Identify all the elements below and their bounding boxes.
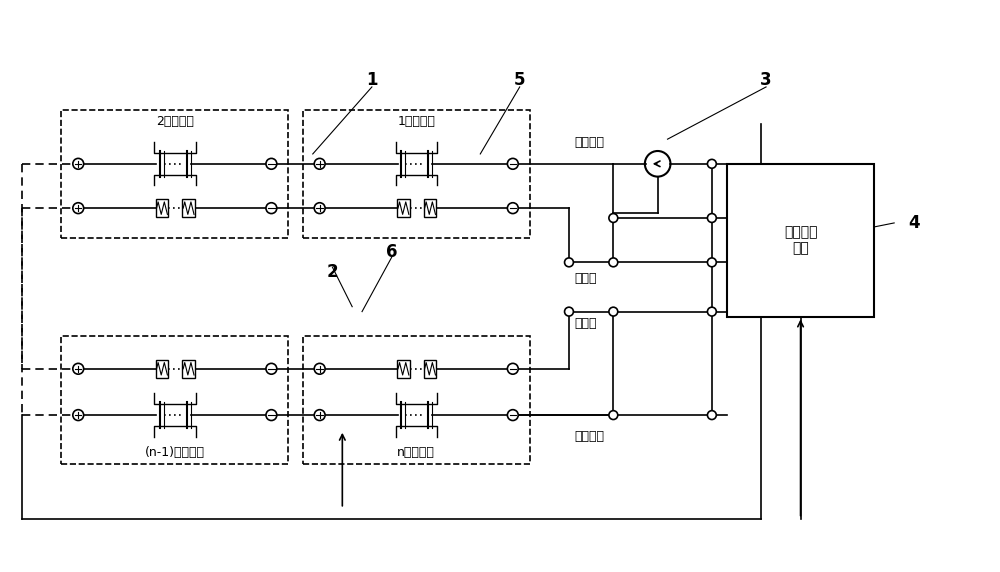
Text: 3: 3 bbox=[760, 71, 772, 89]
Text: 电池总正: 电池总正 bbox=[574, 136, 604, 149]
Text: (n-1)号电池筱: (n-1)号电池筱 bbox=[145, 446, 205, 459]
Circle shape bbox=[565, 307, 573, 316]
Circle shape bbox=[507, 363, 518, 374]
Circle shape bbox=[73, 363, 84, 374]
Circle shape bbox=[314, 410, 325, 420]
Bar bbox=[182, 199, 195, 217]
Bar bbox=[424, 360, 436, 378]
Circle shape bbox=[507, 410, 518, 420]
Bar bbox=[727, 164, 874, 316]
Bar bbox=[182, 360, 195, 378]
Circle shape bbox=[73, 158, 84, 169]
Text: 加热正: 加热正 bbox=[574, 272, 596, 285]
Bar bbox=[397, 360, 410, 378]
Text: 1号电池筱: 1号电池筱 bbox=[397, 114, 435, 128]
Circle shape bbox=[609, 213, 618, 223]
Text: n号电池筱: n号电池筱 bbox=[397, 446, 435, 459]
Circle shape bbox=[314, 363, 325, 374]
Text: 电池总负: 电池总负 bbox=[574, 430, 604, 443]
Circle shape bbox=[266, 158, 277, 169]
Bar bbox=[156, 199, 168, 217]
Bar bbox=[397, 199, 410, 217]
Circle shape bbox=[707, 213, 716, 223]
Circle shape bbox=[609, 258, 618, 267]
Text: 4: 4 bbox=[908, 214, 920, 232]
Circle shape bbox=[266, 410, 277, 420]
Circle shape bbox=[707, 411, 716, 419]
Circle shape bbox=[73, 202, 84, 213]
Circle shape bbox=[266, 202, 277, 213]
Text: 2号电池筱: 2号电池筱 bbox=[156, 114, 194, 128]
Circle shape bbox=[707, 307, 716, 316]
Circle shape bbox=[707, 258, 716, 267]
Circle shape bbox=[507, 202, 518, 213]
Text: 5: 5 bbox=[514, 71, 525, 89]
Text: 6: 6 bbox=[386, 244, 397, 261]
Circle shape bbox=[314, 158, 325, 169]
Text: 2: 2 bbox=[327, 263, 338, 281]
Circle shape bbox=[609, 307, 618, 316]
Circle shape bbox=[507, 158, 518, 169]
Text: 电池管理
模块: 电池管理 模块 bbox=[784, 225, 817, 255]
Bar bbox=[424, 199, 436, 217]
Circle shape bbox=[565, 258, 573, 267]
Bar bbox=[156, 360, 168, 378]
Circle shape bbox=[73, 410, 84, 420]
Circle shape bbox=[707, 160, 716, 168]
Circle shape bbox=[266, 363, 277, 374]
Circle shape bbox=[314, 202, 325, 213]
Text: 加热负: 加热负 bbox=[574, 316, 596, 329]
Circle shape bbox=[609, 411, 618, 419]
Text: 1: 1 bbox=[366, 71, 378, 89]
